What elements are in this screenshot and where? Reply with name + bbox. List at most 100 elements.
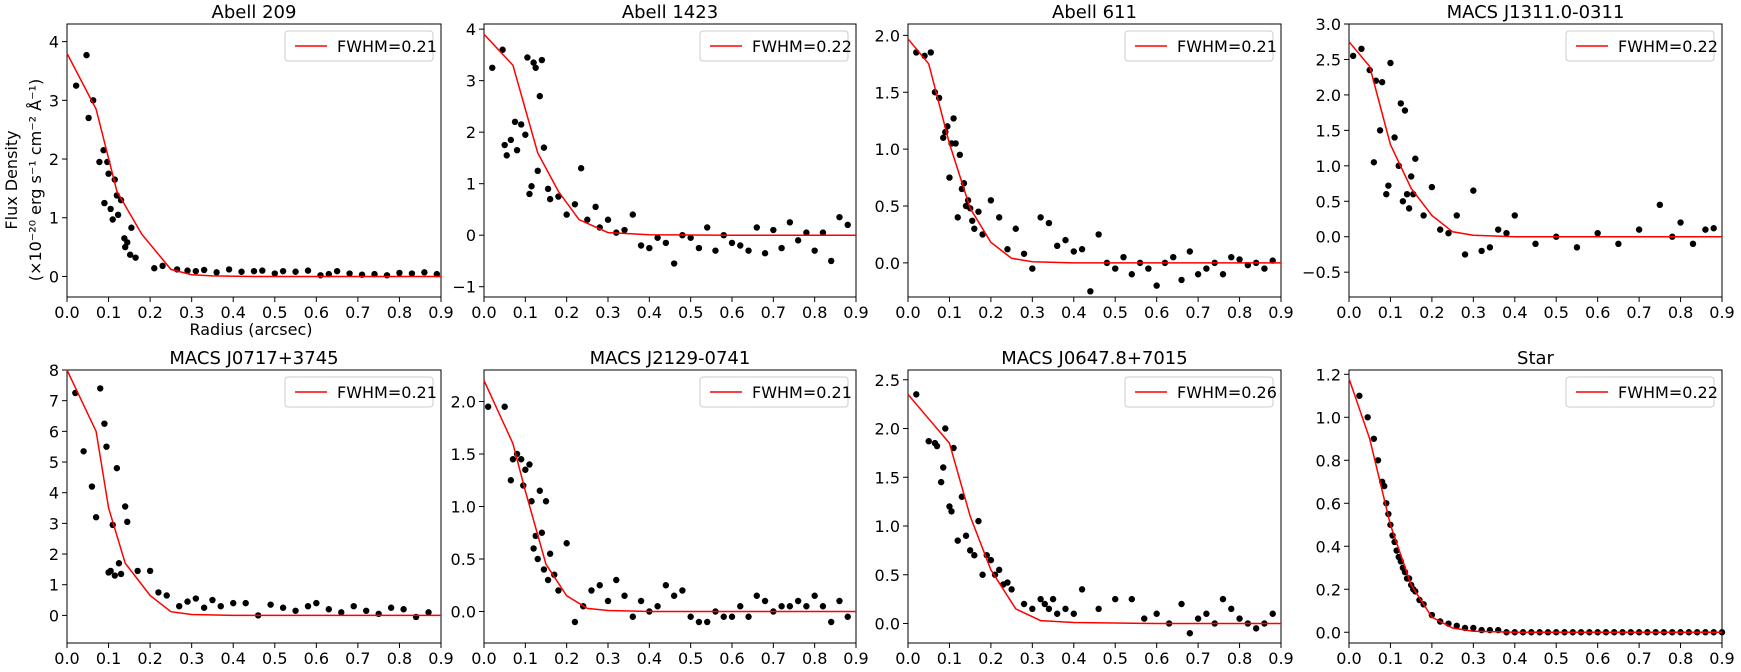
y-tick-label: 0.0 — [1316, 623, 1341, 642]
x-tick-label: 0.1 — [937, 303, 962, 322]
data-point — [100, 147, 107, 154]
data-point — [200, 604, 208, 611]
data-point — [544, 185, 552, 193]
data-point — [225, 266, 233, 273]
axes-frame — [907, 23, 1282, 298]
data-point — [1407, 173, 1415, 180]
y-tick-label: 1 — [49, 576, 59, 595]
y-tick-label: 1.0 — [451, 498, 476, 517]
data-point — [540, 144, 548, 151]
legend-box — [284, 376, 434, 408]
data-point — [484, 403, 492, 410]
legend-label: FWHM=0.21 — [1177, 37, 1277, 56]
data-point — [937, 478, 945, 486]
data-point — [103, 443, 110, 450]
y-tick-label: 1.2 — [1316, 365, 1341, 384]
data-point — [1615, 240, 1622, 248]
data-point — [1453, 212, 1460, 219]
x-tick-label: 0.8 — [1668, 649, 1693, 668]
legend-label: FWHM=0.22 — [1618, 383, 1718, 402]
data-point — [1219, 271, 1227, 278]
y-tick-label: 0.0 — [875, 254, 900, 273]
y-tick-label: 0.5 — [451, 550, 476, 569]
data-point — [421, 269, 428, 276]
x-tick-label: 0.7 — [1185, 303, 1210, 322]
x-tick-label: 0.1 — [96, 303, 121, 322]
y-tick-label: 0.0 — [1316, 228, 1341, 247]
y-tick-label: 2.0 — [875, 26, 900, 45]
data-point — [279, 604, 287, 611]
data-point — [530, 545, 537, 552]
x-tick-label: 0.2 — [137, 303, 162, 322]
data-point — [948, 508, 955, 515]
data-point — [522, 466, 529, 473]
fit-line — [1348, 41, 1722, 238]
x-tick-label: 0.9 — [428, 303, 453, 322]
data-point — [940, 464, 947, 471]
data-point — [271, 270, 278, 277]
y-tick-label: 2 — [49, 545, 59, 564]
y-tick-label: 2.5 — [1316, 50, 1341, 69]
data-point — [1045, 219, 1053, 227]
data-point — [1511, 212, 1518, 219]
legend-label: FWHM=0.21 — [337, 37, 437, 56]
data-point — [819, 603, 827, 610]
x-tick-label: 0.4 — [1061, 303, 1086, 322]
data-point — [662, 239, 670, 247]
y-tick-label: 1 — [466, 175, 476, 194]
data-point — [952, 140, 959, 147]
data-point — [85, 114, 92, 122]
data-point — [629, 613, 636, 620]
data-point — [1445, 229, 1452, 237]
data-point — [115, 560, 123, 567]
x-tick-label: 0.6 — [1144, 649, 1169, 668]
x-tick-label: 0.7 — [345, 649, 370, 668]
y-tick-label: 0 — [49, 267, 59, 286]
data-point — [501, 141, 508, 149]
data-point — [621, 226, 628, 234]
fit-line — [66, 53, 441, 278]
data-point — [509, 456, 517, 463]
data-point — [596, 582, 603, 589]
data-point — [217, 602, 224, 610]
data-point — [1470, 187, 1477, 194]
data-point — [646, 244, 653, 252]
x-tick-label: 0.4 — [1061, 649, 1086, 668]
data-point — [811, 247, 818, 254]
data-point — [1486, 244, 1494, 251]
data-point — [778, 244, 785, 252]
legend-label: FWHM=0.22 — [1618, 37, 1718, 56]
data-point — [526, 190, 533, 198]
data-point — [1478, 626, 1485, 634]
data-point — [1236, 256, 1243, 263]
data-point — [317, 272, 324, 279]
x-axis-label: Radius (arcsec) — [189, 320, 312, 339]
x-tick-label: 0.2 — [978, 303, 1003, 322]
x-tick-label: 0.3 — [595, 649, 620, 668]
x-tick-label: 0.1 — [937, 649, 962, 668]
data-point — [1710, 225, 1717, 232]
data-point — [408, 270, 416, 277]
x-tick-label: 0.2 — [978, 649, 1003, 668]
data-point — [995, 566, 1003, 574]
panel-title: MACS J2129-0741 — [590, 348, 751, 369]
data-point — [518, 121, 525, 128]
x-tick-label: 0.4 — [637, 303, 662, 322]
data-point — [107, 567, 114, 575]
fit-line — [1348, 378, 1722, 634]
data-point — [1112, 595, 1119, 603]
data-point — [238, 268, 245, 275]
data-point — [1370, 435, 1378, 442]
x-tick-label: 0.3 — [1020, 649, 1045, 668]
x-tick-label: 0.3 — [179, 649, 204, 668]
data-point — [544, 576, 552, 584]
axes-frame — [66, 23, 442, 298]
data-point — [604, 597, 612, 605]
data-point — [101, 199, 108, 207]
x-tick-label: 0.9 — [843, 303, 868, 322]
data-point — [1376, 127, 1384, 134]
data-point — [534, 167, 541, 175]
data-point — [954, 214, 961, 221]
data-point — [151, 265, 158, 272]
data-point — [163, 592, 170, 599]
